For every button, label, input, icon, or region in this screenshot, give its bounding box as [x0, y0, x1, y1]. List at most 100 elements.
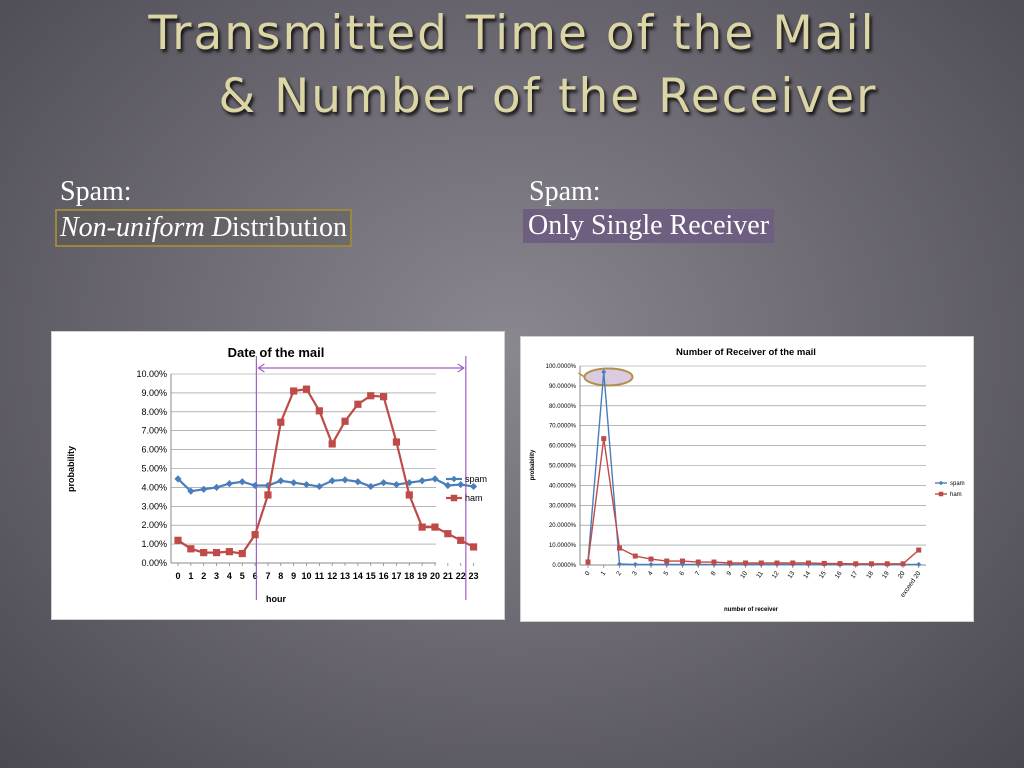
legend-ham-label: ham — [950, 492, 962, 498]
x-tick-label: 2 — [615, 570, 623, 577]
legend-ham-marker — [938, 491, 944, 497]
left-caption-heading: Spam: — [60, 176, 132, 207]
spam-point — [617, 561, 622, 567]
y-tick-label: 30.0000% — [549, 503, 577, 509]
ham-point — [174, 536, 182, 544]
spam-point — [457, 480, 465, 489]
x-tick-label: 6 — [253, 571, 258, 581]
x-tick-label: 8 — [710, 570, 718, 577]
y-tick-label: 10.0000% — [549, 543, 577, 549]
ham-point — [884, 561, 890, 567]
x-axis-label: number of receiver — [724, 607, 779, 613]
x-tick-label: 12 — [327, 571, 337, 581]
series-ham-line — [587, 438, 920, 565]
ham-point — [367, 392, 375, 400]
ham-point — [711, 559, 717, 565]
chart-title: Number of Receiver of the mail — [676, 347, 816, 358]
x-tick-label: 14 — [353, 571, 363, 581]
spam-point — [444, 481, 452, 490]
x-tick-label: 12 — [771, 570, 781, 580]
x-tick-label: 4 — [227, 571, 232, 581]
ham-point — [315, 407, 323, 415]
title-line-2: & Number of the Receiver — [218, 69, 878, 124]
legend-spam-marker — [450, 475, 458, 483]
y-tick-label: 6.00% — [141, 445, 167, 455]
x-tick-label: 4 — [647, 570, 655, 577]
y-tick-label: 100.0000% — [546, 364, 577, 370]
right-caption-highlight: Only Single Receiver — [523, 209, 775, 243]
ham-point — [632, 553, 638, 559]
ham-point — [444, 530, 452, 538]
hour-chart: 0.00% 1.00% 2.00% 3.00% 4.00% 5.00% 6.00% 7.00%… — [51, 331, 505, 620]
right-caption-heading: Spam: — [529, 176, 601, 207]
ham-point — [790, 560, 796, 566]
y-tick-label: 8.00% — [141, 407, 167, 417]
x-tick-label: 16 — [834, 570, 844, 580]
spam-point — [392, 480, 401, 489]
ham-point — [774, 560, 780, 566]
series-spam-line — [587, 371, 919, 566]
x-tick-label: 5 — [240, 571, 245, 581]
spam-point — [418, 477, 426, 485]
y-tick-label: 0.00% — [141, 558, 167, 568]
left-caption-italic: Non-uniform D — [60, 212, 232, 243]
ham-point — [585, 559, 591, 565]
x-tick-label: 1 — [600, 570, 608, 577]
receiver-chart-svg: 0.0000% 10.0000% 20.0000% 30.0000% 40.0000% 5… — [530, 347, 965, 613]
spam-point — [212, 483, 221, 491]
ham-point — [727, 560, 733, 566]
ham-point — [354, 400, 362, 408]
ham-point — [821, 560, 827, 566]
ham-point — [664, 558, 670, 564]
right-caption: Spam: Only Single Receiver — [523, 175, 775, 243]
ham-point — [187, 545, 195, 553]
x-tick-label: 11 — [315, 571, 325, 581]
x-tick-label: 19 — [417, 571, 427, 581]
spam-point — [380, 479, 388, 487]
y-tick-label: 60.0000% — [549, 444, 577, 450]
x-tick-label: 15 — [818, 570, 828, 580]
range-arrow-head-right — [457, 363, 465, 373]
x-tick-label: 21 — [443, 571, 453, 581]
spam-point — [601, 369, 607, 375]
x-tick-label: 13 — [340, 571, 350, 581]
x-tick-label: 15 — [366, 571, 376, 581]
spam-point — [341, 476, 349, 484]
x-tick-label: 22 — [456, 571, 466, 581]
y-tick-label: 20.0000% — [549, 523, 577, 529]
x-tick-label: 19 — [881, 570, 891, 580]
receiver-chart: 0.0000% 10.0000% 20.0000% 30.0000% 40.0000% 5… — [520, 336, 974, 622]
y-tick-label: 90.0000% — [549, 384, 577, 390]
ham-point — [758, 560, 764, 566]
spam-point — [916, 561, 922, 567]
spam-point — [302, 480, 311, 489]
ham-point — [900, 561, 906, 567]
x-tick-label: 14 — [802, 570, 812, 580]
legend-spam-label: spam — [465, 474, 487, 484]
spam-point — [200, 485, 208, 493]
x-tick-label: 6 — [678, 570, 686, 577]
legend-ham-label: ham — [465, 493, 483, 503]
ham-point — [695, 559, 701, 565]
x-tick-label: 0 — [584, 570, 592, 577]
x-tick-label: 3 — [214, 571, 219, 581]
series-ham-line — [177, 387, 475, 555]
spam-point — [187, 487, 195, 495]
x-tick-label: 13 — [787, 570, 797, 580]
series-spam-line — [177, 477, 474, 493]
ham-point — [806, 560, 811, 566]
y-tick-label: 3.00% — [141, 501, 167, 511]
range-arrow-head-left — [257, 363, 265, 373]
ham-point — [743, 560, 748, 566]
y-tick-label: 40.0000% — [549, 483, 577, 489]
ham-point — [225, 548, 233, 556]
left-caption-rest: istribution — [231, 212, 348, 243]
spam-point — [354, 478, 362, 486]
highlight-pointer — [578, 372, 585, 378]
x-tick-label: 20 — [430, 571, 440, 581]
ham-point — [341, 417, 349, 425]
x-tick-label: 9 — [291, 571, 296, 581]
spam-point — [632, 561, 638, 567]
ham-point — [648, 556, 654, 562]
x-tick-label: 9 — [726, 570, 734, 577]
